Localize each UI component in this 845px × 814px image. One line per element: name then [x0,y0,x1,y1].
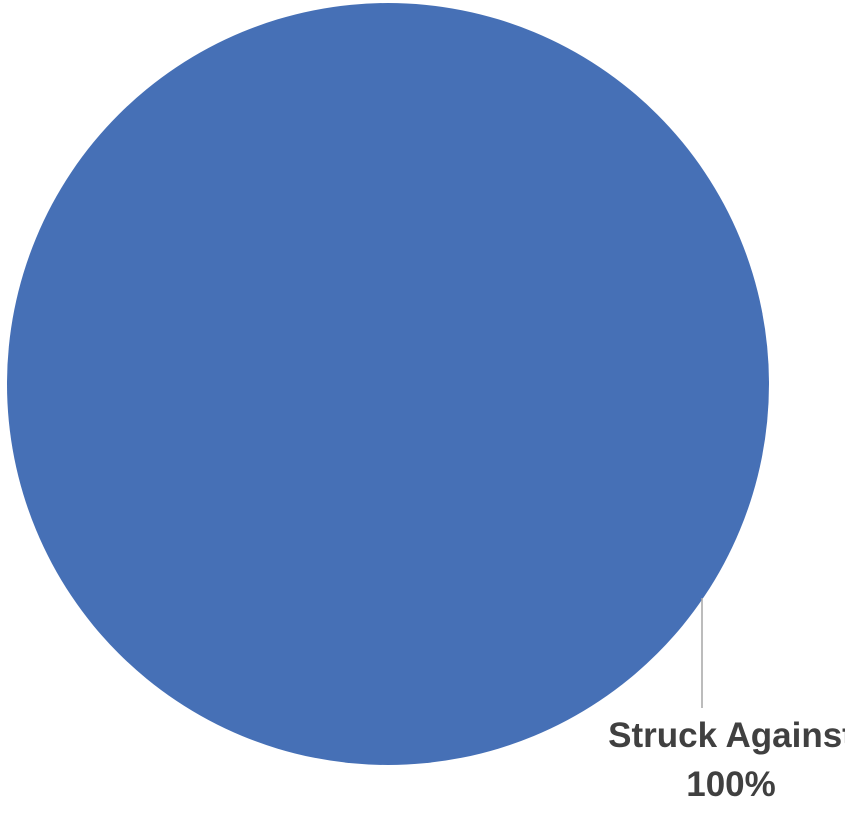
slice-label-name: Struck Against [608,716,845,755]
slice-label-percent: 100% [686,765,776,804]
pie-slices [7,3,769,765]
pie-slice-struck-against [7,3,769,765]
